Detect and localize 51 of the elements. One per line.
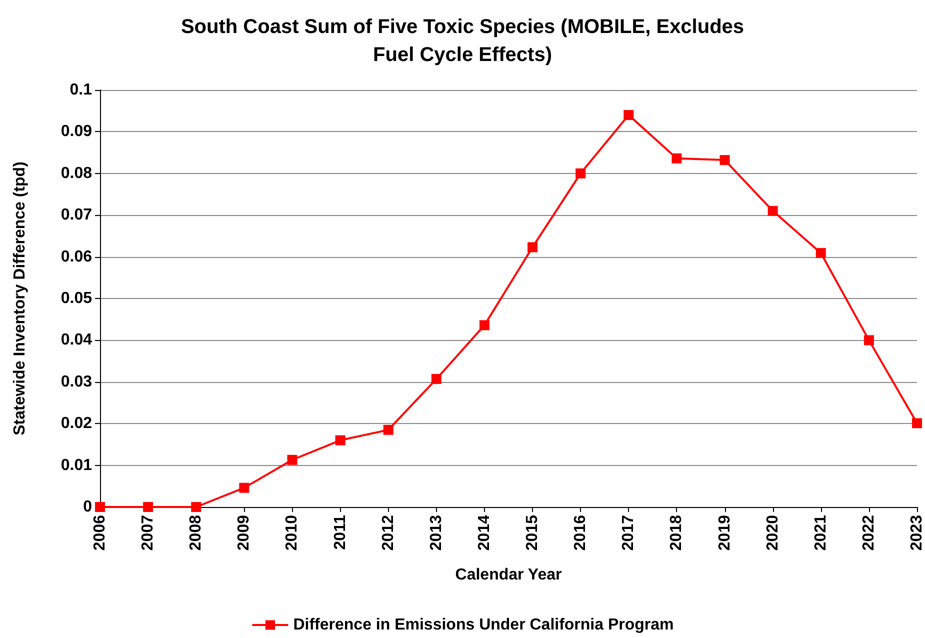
point: [287, 454, 298, 465]
x-tick-label: 2014: [476, 514, 493, 551]
x-tick-label: 2011: [332, 514, 349, 550]
y-tick-label: 0.1: [70, 82, 92, 98]
x-tick-label: 2016: [572, 514, 590, 551]
x-tick-label: 2022: [860, 514, 878, 551]
y-tick-label: 0.06: [60, 248, 92, 266]
point: [528, 242, 538, 252]
y-tick-label: 0.07: [60, 206, 92, 224]
point: [576, 168, 586, 178]
point: [383, 424, 394, 435]
y-axis-title: Statewide Inventory Difference (tpd): [12, 162, 28, 436]
x-tick-label: 2008: [188, 514, 205, 551]
point: [239, 482, 250, 493]
point: [816, 248, 826, 258]
x-tick-label: 2019: [716, 514, 734, 551]
point: [431, 374, 442, 384]
x-tick-label: 2007: [140, 514, 157, 551]
y-tick-label: 0.04: [60, 332, 92, 349]
point: [720, 155, 730, 166]
point: [768, 206, 778, 216]
x-tick-label: 2012: [380, 514, 397, 551]
x-tick-label: 2017: [620, 514, 638, 551]
y-tick-label: 0: [83, 498, 92, 516]
y-tick-label: 0.02: [60, 415, 92, 432]
y-tick-label: 0.01: [60, 456, 92, 474]
chart-title: South Coast Sum of Five Toxic Species (MOBILE, Excludes Fuel Cycle Effects): [180, 16, 744, 66]
x-tick-label: 2020: [764, 514, 782, 551]
x-tick-label: 2018: [668, 514, 686, 551]
legend-label: Difference in Emissions Under California Program: [293, 616, 674, 634]
y-tick-label: 0.03: [60, 373, 92, 390]
point: [624, 110, 634, 120]
point: [143, 502, 154, 512]
x-tick-label: 2009: [236, 514, 253, 551]
point: [479, 320, 490, 330]
x-tick-label: 2010: [284, 514, 301, 551]
x-tick-label: 2006: [92, 514, 108, 551]
y-tick-label: 0.09: [60, 123, 92, 140]
point: [672, 153, 682, 164]
point: [912, 418, 922, 428]
x-tick-label: 2015: [524, 514, 542, 551]
x-axis-title: Calendar Year: [455, 566, 562, 584]
y-tick-label: 0.08: [60, 164, 92, 182]
point: [864, 335, 874, 346]
x-tick-label: 2013: [428, 514, 445, 551]
point: [191, 502, 202, 512]
y-tick-label: 0.05: [60, 290, 92, 307]
point: [95, 502, 105, 512]
x-tick-label: 2021: [812, 514, 830, 551]
x-tick-label: 2023: [908, 514, 925, 551]
point: [335, 435, 346, 446]
